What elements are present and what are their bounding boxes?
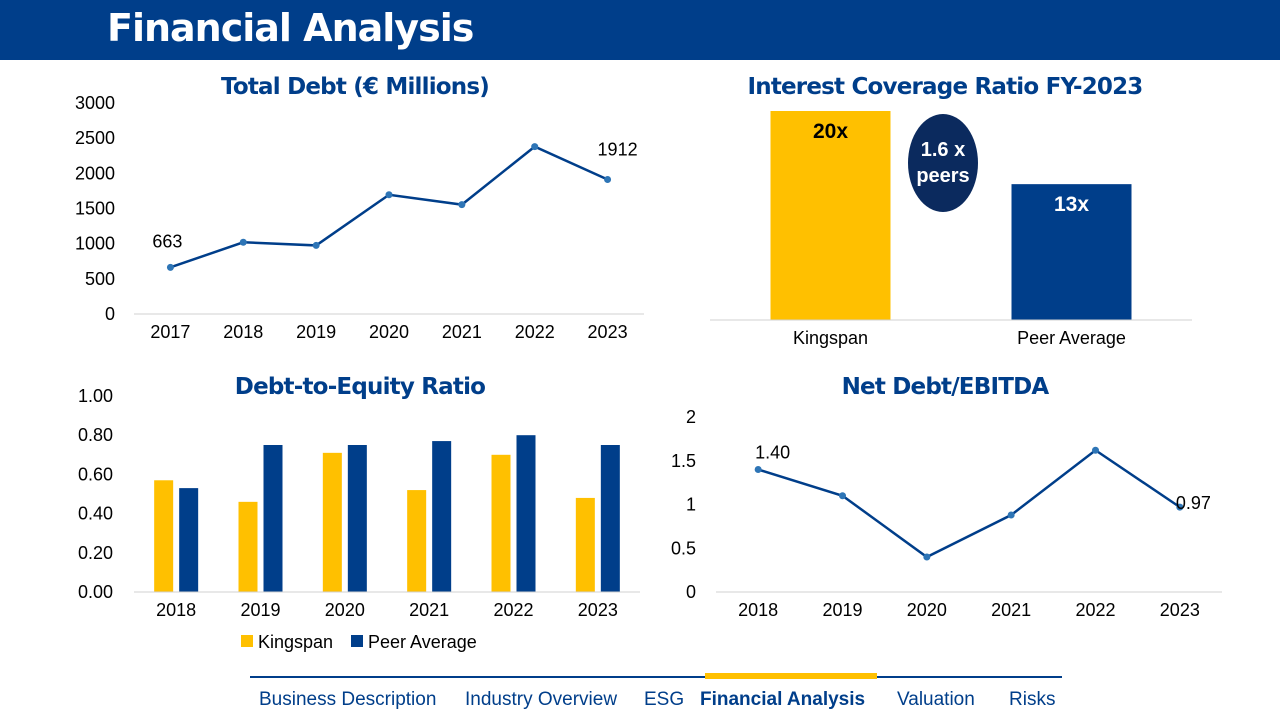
total-debt-line bbox=[170, 145, 609, 269]
total-debt-point bbox=[239, 238, 247, 246]
total-debt-y-tick: 0 bbox=[105, 304, 115, 324]
total-debt-y-tick: 2500 bbox=[75, 128, 115, 148]
ndebitda-point bbox=[923, 553, 931, 561]
nav-valuation[interactable]: Valuation bbox=[897, 689, 975, 710]
dte-bar bbox=[491, 454, 511, 592]
dte-bar bbox=[154, 480, 174, 592]
callout-line2: peers bbox=[916, 165, 970, 187]
nav-financial-analysis[interactable]: Financial Analysis bbox=[700, 689, 866, 710]
dte-bar bbox=[516, 435, 536, 592]
dte-y-tick: 0.40 bbox=[78, 504, 113, 524]
total-debt-point bbox=[385, 191, 393, 199]
total-debt-point bbox=[604, 176, 612, 184]
coverage-category-label: Peer Average bbox=[1017, 328, 1126, 348]
total-debt-x-tick: 2018 bbox=[223, 322, 263, 342]
total-debt-point bbox=[312, 241, 320, 249]
dte-y-tick: 0.00 bbox=[78, 582, 113, 602]
ndebitda-y-tick: 2 bbox=[686, 407, 696, 427]
dte-x-tick: 2022 bbox=[493, 600, 533, 620]
total-debt-point bbox=[166, 263, 174, 271]
callout-line1: 1.6 x bbox=[920, 139, 966, 161]
ndebitda-point bbox=[1176, 503, 1184, 511]
dte-bar bbox=[263, 445, 283, 592]
dte-y-tick: 1.00 bbox=[78, 386, 113, 406]
total-debt-y-tick: 1000 bbox=[75, 234, 115, 254]
nav-esg[interactable]: ESG bbox=[644, 689, 685, 710]
header-bar: Financial Analysis bbox=[0, 0, 1280, 60]
dte-x-tick: 2023 bbox=[578, 600, 618, 620]
total-debt-point bbox=[458, 201, 466, 209]
dte-x-tick: 2020 bbox=[325, 600, 365, 620]
nav-industry-overview[interactable]: Industry Overview bbox=[465, 689, 618, 710]
dte-bar bbox=[238, 501, 258, 592]
total-debt-title: Total Debt (€ Millions) bbox=[221, 74, 490, 100]
ndebitda-point bbox=[754, 466, 762, 473]
section-nav: Business Description Industry Overview E… bbox=[250, 673, 1062, 720]
total-debt-y-tick: 3000 bbox=[75, 93, 115, 113]
dte-bar bbox=[407, 490, 427, 592]
ndebitda-point bbox=[1092, 446, 1099, 454]
total-debt-x-tick: 2023 bbox=[588, 322, 628, 342]
dte-bar bbox=[322, 452, 342, 592]
dte-legend-swatch bbox=[241, 635, 253, 647]
ndebitda-point bbox=[839, 492, 846, 500]
net-debt-ebitda-title: Net Debt/EBITDA bbox=[841, 374, 1050, 400]
ndebitda-point bbox=[1007, 511, 1015, 519]
total-debt-point bbox=[531, 143, 539, 151]
ndebitda-data-label: 1.40 bbox=[755, 443, 790, 463]
ndebitda-y-tick: 0 bbox=[686, 582, 696, 602]
ndebitda-x-tick: 2018 bbox=[738, 600, 778, 620]
total-debt-x-tick: 2021 bbox=[442, 322, 482, 342]
debt-to-equity-title: Debt-to-Equity Ratio bbox=[234, 374, 486, 400]
total-debt-x-tick: 2020 bbox=[369, 322, 409, 342]
coverage-bar bbox=[770, 111, 891, 320]
nav-active-indicator bbox=[705, 673, 877, 679]
dte-bar bbox=[600, 445, 620, 592]
interest-coverage-title: Interest Coverage Ratio FY-2023 bbox=[747, 74, 1143, 100]
coverage-value-label: 20x bbox=[813, 120, 848, 143]
dte-bar bbox=[575, 497, 595, 592]
ndebitda-x-tick: 2021 bbox=[991, 600, 1031, 620]
total-debt-y-tick: 2000 bbox=[75, 163, 115, 183]
total-debt-data-label: 663 bbox=[152, 231, 182, 251]
coverage-category-label: Kingspan bbox=[793, 328, 868, 348]
dte-legend-swatch bbox=[351, 635, 363, 647]
nav-divider bbox=[250, 676, 1062, 678]
ndebitda-y-tick: 0.5 bbox=[671, 538, 696, 558]
ndebitda-x-tick: 2019 bbox=[822, 600, 862, 620]
dte-bar bbox=[179, 488, 199, 592]
ndebitda-x-tick: 2022 bbox=[1075, 600, 1115, 620]
ndebitda-x-tick: 2020 bbox=[907, 600, 947, 620]
total-debt-data-label: 1912 bbox=[598, 140, 638, 160]
ndebitda-data-label: 0.97 bbox=[1176, 493, 1211, 513]
dte-x-tick: 2019 bbox=[240, 600, 280, 620]
coverage-value-label: 13x bbox=[1054, 193, 1089, 216]
page-title: Financial Analysis bbox=[107, 6, 474, 50]
dte-bar bbox=[347, 445, 367, 592]
ndebitda-line bbox=[757, 448, 1181, 559]
ndebitda-y-tick: 1 bbox=[686, 495, 696, 515]
dte-x-tick: 2018 bbox=[156, 600, 196, 620]
dte-x-tick: 2021 bbox=[409, 600, 449, 620]
dte-legend-label: Peer Average bbox=[368, 632, 477, 652]
total-debt-x-tick: 2019 bbox=[296, 322, 336, 342]
ndebitda-y-tick: 1.5 bbox=[671, 451, 696, 471]
coverage-callout-bubble: 1.6 x peers bbox=[908, 114, 978, 212]
dte-legend-label: Kingspan bbox=[258, 632, 333, 652]
ndebitda-x-tick: 2023 bbox=[1160, 600, 1200, 620]
dte-y-tick: 0.20 bbox=[78, 543, 113, 563]
total-debt-x-tick: 2017 bbox=[150, 322, 190, 342]
total-debt-x-tick: 2022 bbox=[515, 322, 555, 342]
total-debt-y-tick: 500 bbox=[85, 269, 115, 289]
nav-risks[interactable]: Risks bbox=[1009, 689, 1056, 710]
dte-y-tick: 0.60 bbox=[78, 464, 113, 484]
coverage-bar bbox=[1011, 184, 1132, 320]
nav-business-description[interactable]: Business Description bbox=[259, 689, 437, 710]
total-debt-y-tick: 1500 bbox=[75, 199, 115, 219]
dte-y-tick: 0.80 bbox=[78, 425, 113, 445]
dte-bar bbox=[432, 441, 452, 592]
